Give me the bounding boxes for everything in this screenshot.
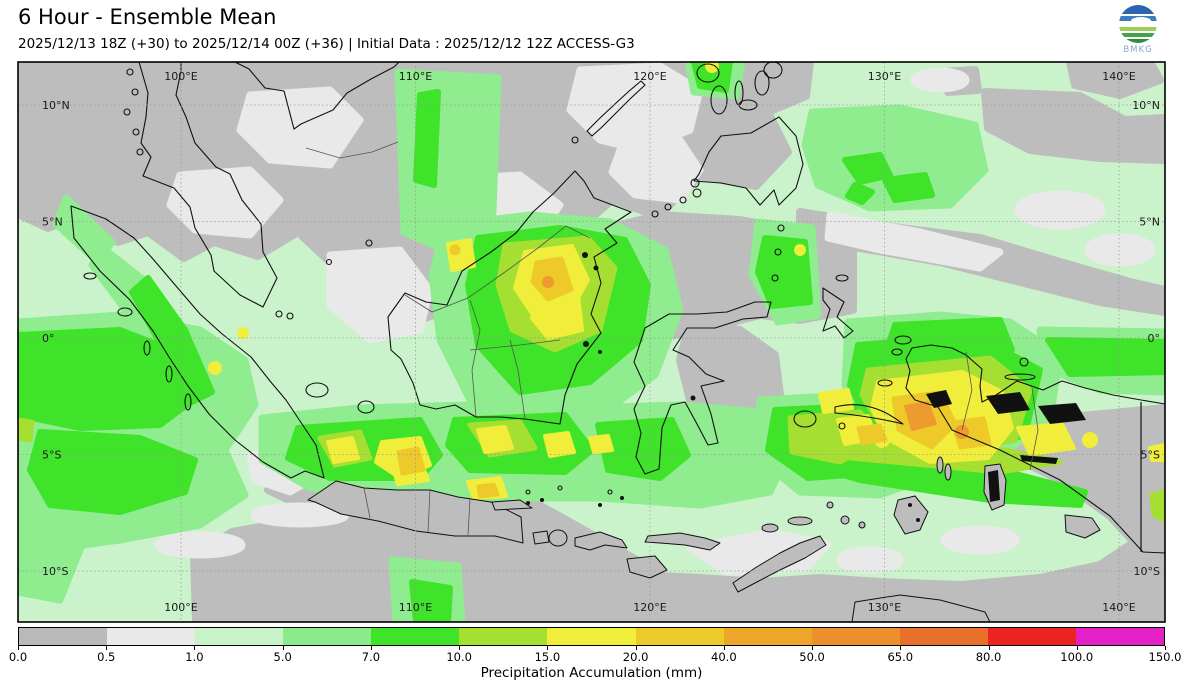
colorbar-ticks: 0.0 0.5 1.0 5.0 7.0 10.0 15.0 20.0 40.0 50.0 65.0 8… <box>9 646 1181 664</box>
colorbar-tickmark <box>18 646 19 650</box>
terrain-specks <box>526 252 1086 507</box>
admin-borders <box>305 141 1039 536</box>
grid-label: 100°E <box>164 601 197 614</box>
page-subtitle: 2025/12/13 18Z (+30) to 2025/12/14 00Z (… <box>18 36 635 52</box>
grid-label: 10°N <box>1132 99 1160 112</box>
grid-label: 140°E <box>1102 601 1135 614</box>
grid-label: 140°E <box>1102 70 1135 83</box>
grid-label: 0° <box>42 332 55 345</box>
orange-rain-cores <box>542 276 969 439</box>
colorbar-tick-label: 0.5 <box>97 650 116 664</box>
colorbar-tickmark <box>812 646 814 650</box>
map-field: 100°E 100°E 110°E 110°E 120°E 120°E 130°E 130°E… <box>18 62 1165 622</box>
grid-label: 5°N <box>1139 216 1160 229</box>
colorbar-segment-10 <box>899 628 988 645</box>
colorbar-tick-label: 10.0 <box>446 650 472 664</box>
colorbar-tickmark <box>900 646 902 650</box>
grid-label: 110°E <box>399 70 432 83</box>
colorbar-tick-label: 0.0 <box>8 650 28 664</box>
colorbar <box>18 627 1165 646</box>
extreme-rain-spots <box>396 244 992 499</box>
grid-label: 10°S <box>1134 565 1160 578</box>
colorbar-segment-6 <box>547 628 636 645</box>
grid-label: 10°N <box>42 99 70 112</box>
colorbar-tick-label: 7.0 <box>361 650 381 664</box>
colorbar-label: Precipitation Accumulation (mm) <box>480 665 703 681</box>
colorbar-segment-3 <box>283 628 372 645</box>
colorbar-tickmark <box>282 646 284 650</box>
colorbar-segment-4 <box>371 628 460 645</box>
grid-label: 110°E <box>399 601 432 614</box>
colorbar-tickmark <box>547 646 549 650</box>
colorbar-tickmark <box>635 646 637 650</box>
graticule: 100°E 100°E 110°E 110°E 120°E 120°E 130°E 130°E… <box>18 62 1165 622</box>
colorbar-tick-label: 100.0 <box>1060 650 1094 664</box>
page-title: 6 Hour - Ensemble Mean <box>18 5 277 29</box>
islands-filled <box>307 456 1101 622</box>
colorbar-tickmark <box>723 646 725 650</box>
colorbar-segment-7 <box>635 628 724 645</box>
colorbar-segment-11 <box>987 628 1076 645</box>
colorbar-tick-label: 50.0 <box>799 650 825 664</box>
map-frame <box>17 61 1166 623</box>
colorbar-tick-label: 65.0 <box>887 650 914 664</box>
grid-label: 130°E <box>868 601 901 614</box>
colorbar-segment-8 <box>723 628 812 645</box>
grid-label: 5°S <box>42 449 61 462</box>
colorbar-tickmark <box>459 646 461 650</box>
grid-label: 120°E <box>633 601 666 614</box>
colorbar-segment-2 <box>195 628 284 645</box>
bmkg-logo: BMKG <box>1119 5 1157 55</box>
grid-label: 0° <box>1148 332 1161 345</box>
light-areas <box>123 62 1156 576</box>
colorbar-segment-5 <box>459 628 548 645</box>
colorbar-tick-label: 40.0 <box>711 650 737 664</box>
grid-label: 5°S <box>1141 449 1160 462</box>
colorbar-tickmark <box>106 646 108 650</box>
grid-label: 120°E <box>633 70 666 83</box>
colorbar-tickmark <box>988 646 990 650</box>
coastlines <box>70 62 1165 554</box>
bmkg-logo-text: BMKG <box>1123 45 1152 55</box>
colorbar-tick-label: 150.0 <box>1148 650 1182 664</box>
colorbar-segment-12 <box>1075 628 1165 645</box>
colorbar-tick-label: 80.0 <box>975 650 1002 664</box>
colorbar-tickmark <box>194 646 196 650</box>
colorbar-tickmark <box>370 646 372 650</box>
colorbar-segment-9 <box>811 628 900 645</box>
aru-specks <box>908 470 1000 522</box>
grid-label: 100°E <box>164 70 197 83</box>
colorbar-tickmark <box>1165 646 1166 650</box>
colorbar-tick-label: 15.0 <box>534 650 561 664</box>
colorbar-tickmark <box>1076 646 1078 650</box>
grid-label: 10°S <box>42 565 68 578</box>
grid-label: 5°N <box>42 216 63 229</box>
colorbar-segment-1 <box>107 628 196 645</box>
colorbar-segment-0 <box>19 628 108 645</box>
colorbar-tick-label: 1.0 <box>185 650 204 664</box>
colorbar-tick-label: 5.0 <box>273 650 292 664</box>
colorbar-tick-label: 20.0 <box>622 650 649 664</box>
grid-label: 130°E <box>868 70 901 83</box>
